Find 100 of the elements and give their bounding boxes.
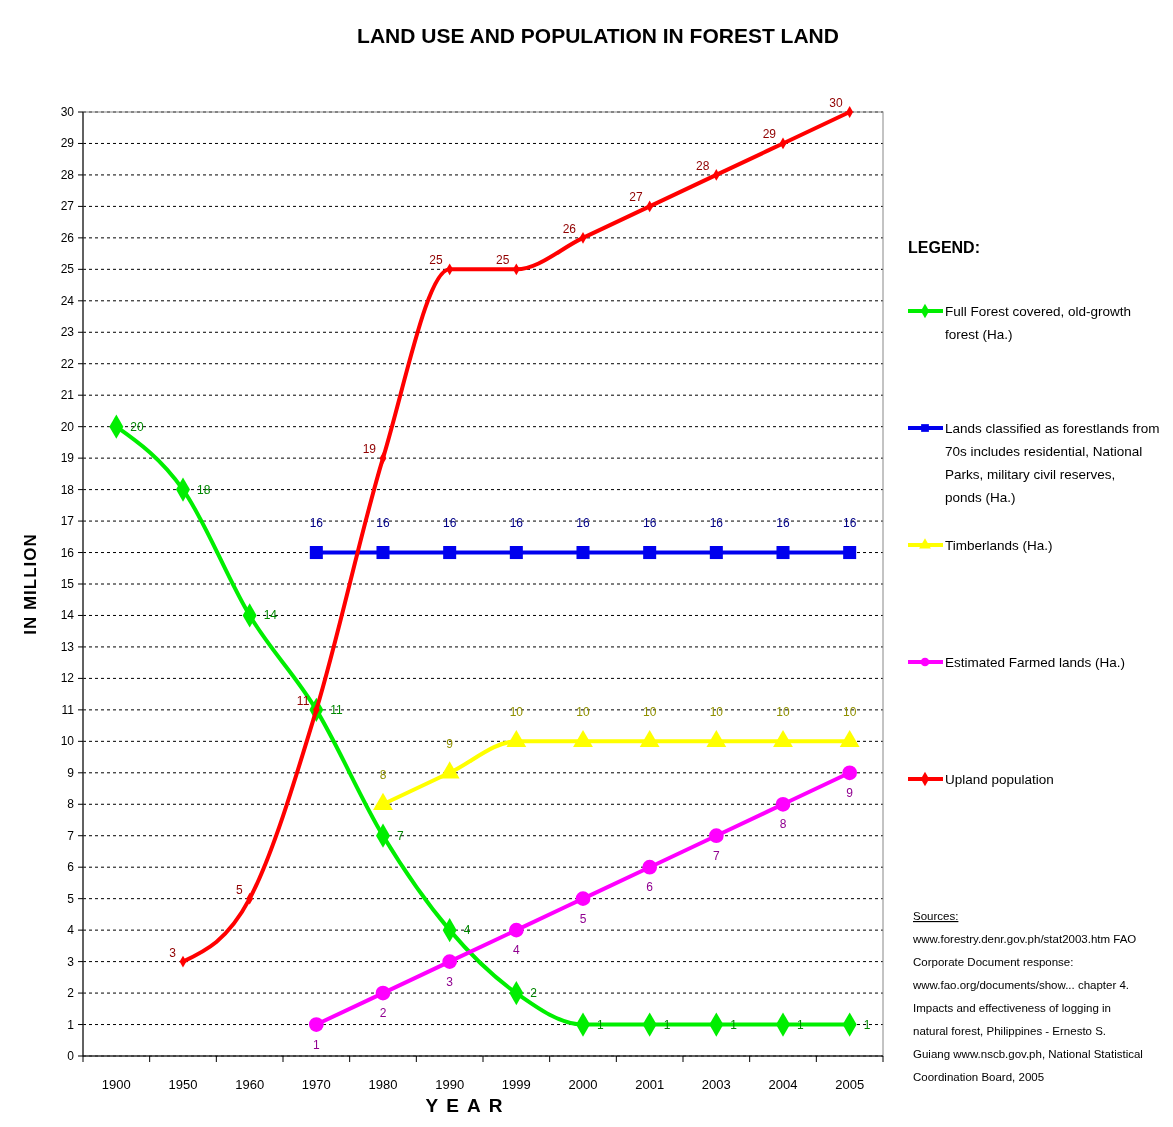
y-tick-label: 16 [60,545,75,560]
data-label: 4 [463,923,471,938]
text: www.forestry.denr.gov.ph/stat2003.htm FAO Corporate Document response: www.fao.org/documents/show... chapter 4. Impacts and effectiveness of logging in natural forest, Philippines - Ernesto S. Guiang www.nscb.gov.ph, National Statistical Coordination Board, 2005 [912,933,1143,1083]
x-tick-label: 2000 [568,1077,598,1092]
point [509,546,523,560]
data-label: 7 [397,828,404,843]
data-label: 1 [797,1017,804,1032]
x-tick-label: 2003 [701,1077,731,1092]
x-tick-label: 1950 [168,1077,198,1092]
y-tick-label: 14 [60,608,75,623]
x-tick-label: 1900 [101,1077,131,1092]
data-label: 16 [376,515,390,530]
y-tick-label: 1 [67,1017,75,1032]
y-tick-label: 9 [67,765,75,780]
y-axis-title: IN MILLION [21,533,40,635]
data-label: 18 [197,482,211,497]
y-tick-label: 3 [67,954,75,969]
x-tick-label: 1970 [301,1077,331,1092]
x-tick-label: 2001 [635,1077,665,1092]
data-label: 4 [512,943,520,958]
point [443,546,457,560]
data-label: 10 [576,705,590,720]
data-label: 29 [762,127,777,142]
x-axis-title: YEAR [425,1095,511,1116]
data-label: 9 [846,785,854,800]
point [575,891,591,907]
data-label: 1 [730,1017,738,1032]
y-tick-label: 2 [67,986,75,1001]
data-label: 16 [776,515,790,530]
point [776,546,790,560]
y-tick-label: 13 [60,639,75,654]
point [309,546,323,560]
data-label: 16 [642,515,657,530]
y-tick-label: 6 [67,860,75,875]
data-label: 6 [646,880,654,895]
data-label: 5 [235,882,243,897]
legend-label: Upland population [945,772,1054,787]
source-note: Sources: [913,910,959,922]
data-label: 10 [642,705,657,720]
data-label: 25 [429,253,443,268]
legend-label: Lands classified as forestlands from 70s includes residential, National Parks, military civil reserves, ponds (Ha.) [945,421,1160,505]
y-tick-label: 24 [60,293,75,308]
data-label: 10 [709,705,724,720]
data-label: 7 [712,848,720,863]
data-label: 28 [695,158,710,173]
y-tick-label: 17 [60,514,75,529]
point [775,796,791,812]
data-label: 9 [446,736,454,751]
y-tick-label: 8 [67,797,75,812]
data-label: 3 [169,945,177,960]
y-tick-label: 4 [67,923,75,938]
data-label: 10 [776,705,790,720]
y-tick-label: 11 [61,702,75,717]
data-label: 16 [842,515,857,530]
data-label: 11 [296,693,310,708]
y-tick-label: 0 [67,1049,75,1063]
y-tick-label: 26 [60,230,75,245]
data-label: 26 [562,221,577,236]
data-label: 2 [530,986,538,1001]
data-label: 16 [309,515,324,530]
data-label: 27 [629,190,643,205]
data-label: 14 [263,608,278,623]
point [643,546,657,560]
data-label: 16 [442,515,457,530]
x-tick-label: 2004 [768,1077,798,1092]
point [576,546,590,560]
y-tick-label: 30 [60,105,75,119]
data-label: 10 [509,705,524,720]
data-label: 2 [379,1006,387,1021]
x-tick-label: 1960 [235,1077,265,1092]
x-tick-label: 1990 [435,1077,465,1092]
y-tick-label: 18 [60,482,75,497]
legend-label: Timberlands (Ha.) [945,538,1053,553]
data-label: 3 [446,974,454,989]
point [308,1017,324,1032]
x-tick-label: 1999 [501,1077,531,1092]
data-label: 8 [379,768,387,783]
x-tick-label: 2005 [835,1077,865,1092]
data-label: 8 [779,817,787,832]
point [843,546,857,560]
x-tick-label: 1980 [368,1077,398,1092]
data-label: 25 [495,253,510,268]
data-label: 20 [130,419,145,434]
y-tick-label: 23 [60,325,75,340]
y-tick-label: 5 [67,891,75,906]
point [842,765,858,781]
point [375,985,391,1001]
data-label: 10 [842,705,857,720]
y-tick-label: 28 [60,167,75,182]
legend-label: Estimated Farmed lands (Ha.) [945,655,1126,670]
y-tick-label: 21 [60,388,75,403]
y-tick-label: 7 [67,828,75,843]
point [709,546,723,560]
y-tick-label: 29 [60,136,75,151]
y-tick-label: 15 [60,577,75,591]
data-label: 30 [829,96,843,110]
y-tick-label: 10 [60,734,75,749]
y-tick-label: 27 [60,199,75,214]
data-label: 1 [597,1017,604,1032]
point [642,859,658,875]
